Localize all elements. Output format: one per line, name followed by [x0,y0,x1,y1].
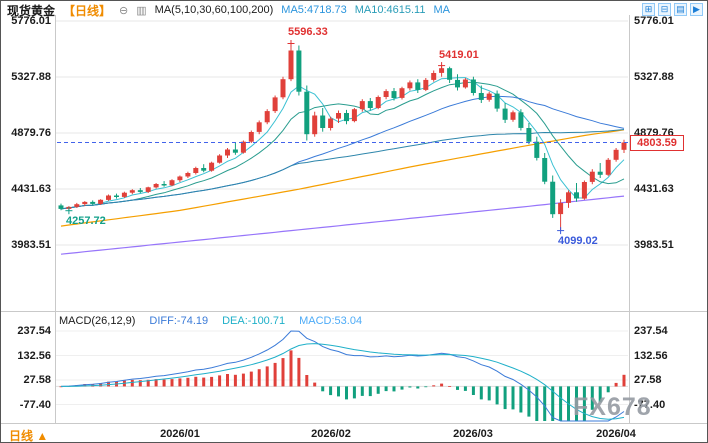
chart-style-icon[interactable]: ▥ [136,4,147,17]
bottom-bar: 日线 ▲ [9,427,49,443]
macd-macd-value: MACD:53.04 [299,315,363,327]
macd-diff-value: DIFF:-74.19 [149,315,209,327]
zoom-out-icon[interactable]: ⊟ [658,3,671,16]
macd-dea-value: DEA:-100.71 [222,315,286,327]
period-tag[interactable]: 【日线】 [63,3,112,18]
up-arrow-icon: ▲ [36,429,49,443]
watermark: FX678 [573,393,652,421]
minus-circle-icon[interactable]: ⊖ [119,4,129,17]
period-selector[interactable]: 日线 ▲ [9,429,49,443]
macd-params-label[interactable]: MACD(26,12,9) [59,315,136,327]
macd-header: MACD(26,12,9) DIFF:-74.19 DEA:-100.71 MA… [59,315,362,327]
chart-header: 现货黄金 【日线】 ⊖ ▥ MA(5,10,30,60,100,200) MA5… [7,2,450,18]
ma5-value: MA5:4718.73 [281,4,347,16]
expand-icon[interactable]: ▶ [690,3,703,16]
chart-toolbar: ⊞ ⊟ ▤ ▶ [642,3,703,16]
zoom-in-icon[interactable]: ⊞ [642,3,655,16]
ma10-value: MA10:4615.11 [354,4,426,16]
period-label: 日线 [9,429,34,443]
ma-extra-value: MA [433,4,450,16]
symbol-name: 现货黄金 [7,3,56,18]
indicators-icon[interactable]: ▤ [674,3,687,16]
current-price-tag: 4803.59 [630,135,684,151]
ma-settings-label[interactable]: MA(5,10,30,60,100,200) [154,4,274,16]
